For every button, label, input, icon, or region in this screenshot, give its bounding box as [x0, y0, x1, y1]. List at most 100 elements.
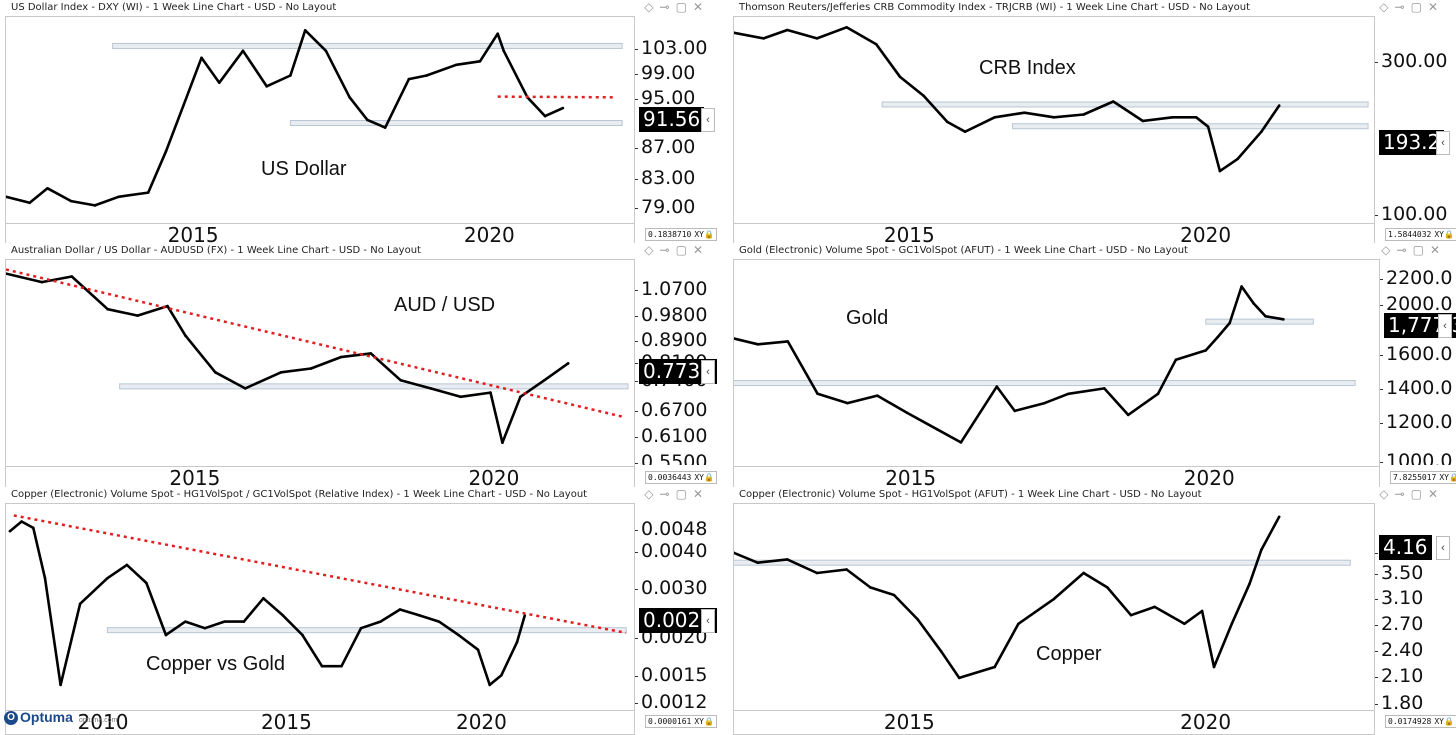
data-point: [281, 614, 285, 617]
xy-lock-icon[interactable]: XY🔒: [1434, 230, 1454, 239]
price-chart-svg: [734, 285, 1356, 444]
data-point: [959, 441, 963, 444]
pin-icon[interactable]: ⊸: [1396, 243, 1413, 257]
maximize-icon[interactable]: ▢: [675, 0, 693, 14]
x-axis-line: [6, 710, 634, 711]
data-point: [1082, 113, 1085, 116]
scale-readout[interactable]: 1.5844032 XY🔒: [1385, 228, 1456, 241]
xy-lock-icon[interactable]: XY🔒: [694, 230, 714, 239]
data-point: [816, 392, 819, 396]
plot-area[interactable]: US Dollar 2015 2020: [5, 16, 635, 248]
chart-title: Thomson Reuters/Jefferies CRB Commodity …: [739, 2, 1251, 13]
data-point: [265, 85, 268, 88]
data-point: [786, 558, 789, 561]
data-point: [425, 74, 428, 77]
data-point: [1156, 392, 1160, 396]
close-icon[interactable]: ✕: [1429, 243, 1446, 257]
pin-icon[interactable]: ⊸: [1394, 0, 1411, 14]
plot-area[interactable]: Copper vs Gold 2010 2015 2020: [5, 503, 635, 735]
data-point: [348, 96, 351, 99]
last-price-label: 4.16: [1379, 535, 1432, 560]
x-axis-line: [734, 223, 1374, 224]
pin-icon[interactable]: ⊸: [659, 0, 676, 14]
scale-readout[interactable]: 7.8255017 XY🔒: [1390, 471, 1456, 484]
x-tick-label: 2015: [260, 710, 312, 734]
xy-lock-icon[interactable]: XY🔒: [1439, 473, 1456, 482]
pin-icon[interactable]: ⊸: [1394, 487, 1411, 501]
close-icon[interactable]: ✕: [692, 487, 709, 501]
data-point: [963, 130, 967, 133]
data-point: [957, 676, 961, 680]
y-tick-label: 0.5500: [635, 453, 707, 465]
diamond-icon[interactable]: ◇: [1379, 0, 1395, 14]
collapse-axis-button[interactable]: ‹: [1436, 536, 1450, 560]
chart-title: Copper (Electronic) Volume Spot - HG1Vol…: [739, 489, 1202, 500]
maximize-icon[interactable]: ▢: [675, 243, 693, 257]
scale-value: 0.0174928: [1388, 717, 1432, 726]
data-point: [1236, 157, 1240, 161]
close-icon[interactable]: ✕: [692, 0, 709, 14]
optuma-logo-icon: O: [4, 711, 18, 726]
maximize-icon[interactable]: ▢: [1412, 243, 1430, 257]
scale-readout[interactable]: 0.0000161 XY🔒: [645, 715, 717, 728]
diamond-icon[interactable]: ◇: [644, 243, 660, 257]
chart-annotation: US Dollar: [261, 158, 347, 180]
scale-readout[interactable]: 0.1838710 XY🔒: [645, 228, 717, 241]
data-point: [418, 614, 421, 617]
xy-lock-icon[interactable]: XY🔒: [694, 717, 714, 726]
panel-controls: ◇⊸▢✕: [1379, 487, 1444, 501]
data-point: [429, 387, 432, 390]
y-tick-label: 0.0012: [635, 693, 707, 709]
y-tick-label: 0.0030: [635, 577, 708, 599]
x-axis-line: [734, 466, 1379, 467]
y-tick-label: 0.9800: [635, 304, 708, 326]
panel-controls: ◇⊸▢✕: [644, 487, 709, 501]
diamond-icon[interactable]: ◇: [1379, 487, 1395, 501]
scale-readout[interactable]: 0.0036443 XY🔒: [645, 471, 717, 484]
data-point: [922, 94, 925, 98]
collapse-axis-button[interactable]: ‹: [701, 360, 715, 384]
y-tick-label: 1.80: [1375, 694, 1423, 709]
data-point: [303, 29, 307, 32]
data-point: [125, 563, 129, 567]
data-point: [993, 115, 997, 119]
y-tick-label: 99.00: [635, 62, 696, 84]
y-tick-label: 3.10: [1375, 587, 1424, 609]
chart-panel-5: Copper (Electronic) Volume Spot - HG1Vol…: [5, 487, 717, 735]
scale-readout[interactable]: 0.0174928 XY🔒: [1385, 715, 1456, 728]
price-chart-svg: [734, 515, 1351, 680]
collapse-axis-button[interactable]: ‹: [1438, 314, 1452, 338]
plot-area[interactable]: AUD / USD 2015 2020: [5, 259, 635, 491]
diamond-icon[interactable]: ◇: [644, 0, 660, 14]
data-point: [1183, 622, 1186, 626]
diamond-icon[interactable]: ◇: [1381, 243, 1397, 257]
plot-area[interactable]: Copper 2015 2020: [733, 503, 1375, 735]
pin-icon[interactable]: ⊸: [659, 487, 676, 501]
data-point: [734, 551, 736, 555]
diamond-icon[interactable]: ◇: [644, 487, 660, 501]
pin-icon[interactable]: ⊸: [659, 243, 676, 257]
xy-lock-icon[interactable]: XY🔒: [694, 473, 714, 482]
data-point: [543, 114, 547, 118]
data-point: [20, 520, 23, 523]
data-point: [1204, 349, 1208, 352]
data-point: [1126, 413, 1130, 417]
collapse-axis-button[interactable]: ‹: [1436, 131, 1450, 155]
collapse-axis-button[interactable]: ‹: [701, 609, 715, 633]
xy-lock-icon[interactable]: XY🔒: [1434, 717, 1454, 726]
chart-panel-2: Thomson Reuters/Jefferies CRB Commodity …: [733, 0, 1456, 248]
support-resistance-line: [734, 380, 1356, 387]
plot-area[interactable]: CRB Index 2015 2020: [733, 16, 1375, 248]
data-point: [369, 352, 373, 355]
maximize-icon[interactable]: ▢: [675, 487, 693, 501]
maximize-icon[interactable]: ▢: [1410, 0, 1428, 14]
plot-area[interactable]: Gold 2015 2020: [733, 259, 1380, 491]
y-tick-label: 0.0048: [635, 518, 708, 540]
y-tick-label: 95.00: [635, 87, 696, 109]
collapse-axis-button[interactable]: ‹: [701, 108, 715, 132]
maximize-icon[interactable]: ▢: [1410, 487, 1428, 501]
close-icon[interactable]: ✕: [692, 243, 709, 257]
close-icon[interactable]: ✕: [1427, 0, 1444, 14]
data-point: [1264, 314, 1267, 318]
close-icon[interactable]: ✕: [1427, 487, 1444, 501]
